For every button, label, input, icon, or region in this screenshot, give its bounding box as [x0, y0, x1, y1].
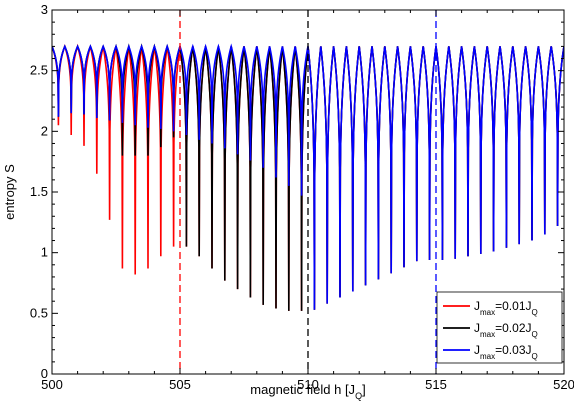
marker-layer [179, 10, 437, 374]
y-tick-label-0.5: 0.5 [30, 305, 48, 320]
x-tick-label-515: 515 [425, 377, 447, 392]
y-tick-label-2.5: 2.5 [30, 63, 48, 78]
label-layer: 500 505 510 515 520 0 0.5 1 1.5 2 2.5 3 [30, 2, 574, 392]
x-tick-label-510: 510 [297, 377, 319, 392]
y-tick-label-3: 3 [41, 2, 48, 17]
x-axis-label-sub: Q [355, 391, 362, 401]
x-axis-label-main: magnetic field h [J [250, 382, 355, 397]
y-axis-label: entropy S [2, 164, 17, 220]
legend-label-1: Jmax=0.01JQ [474, 299, 538, 317]
legend: Jmax=0.01JQ Jmax=0.02JQ Jmax=0.03JQ [436, 291, 563, 364]
y-tick-label-2: 2 [41, 123, 48, 138]
x-axis-label: magnetic field h [JQ] [250, 382, 365, 401]
y-tick-label-1.5: 1.5 [30, 184, 48, 199]
y-tick-label-0: 0 [41, 366, 48, 381]
x-tick-label-505: 505 [169, 377, 191, 392]
x-tick-label-520: 520 [553, 377, 574, 392]
tick-layer [51, 9, 565, 375]
x-axis-label-tail: ] [362, 382, 366, 397]
legend-label-2: Jmax=0.02JQ [474, 321, 538, 339]
legend-label-3: Jmax=0.03JQ [474, 343, 538, 361]
y-tick-label-1: 1 [41, 245, 48, 260]
x-tick-label-500: 500 [41, 377, 63, 392]
